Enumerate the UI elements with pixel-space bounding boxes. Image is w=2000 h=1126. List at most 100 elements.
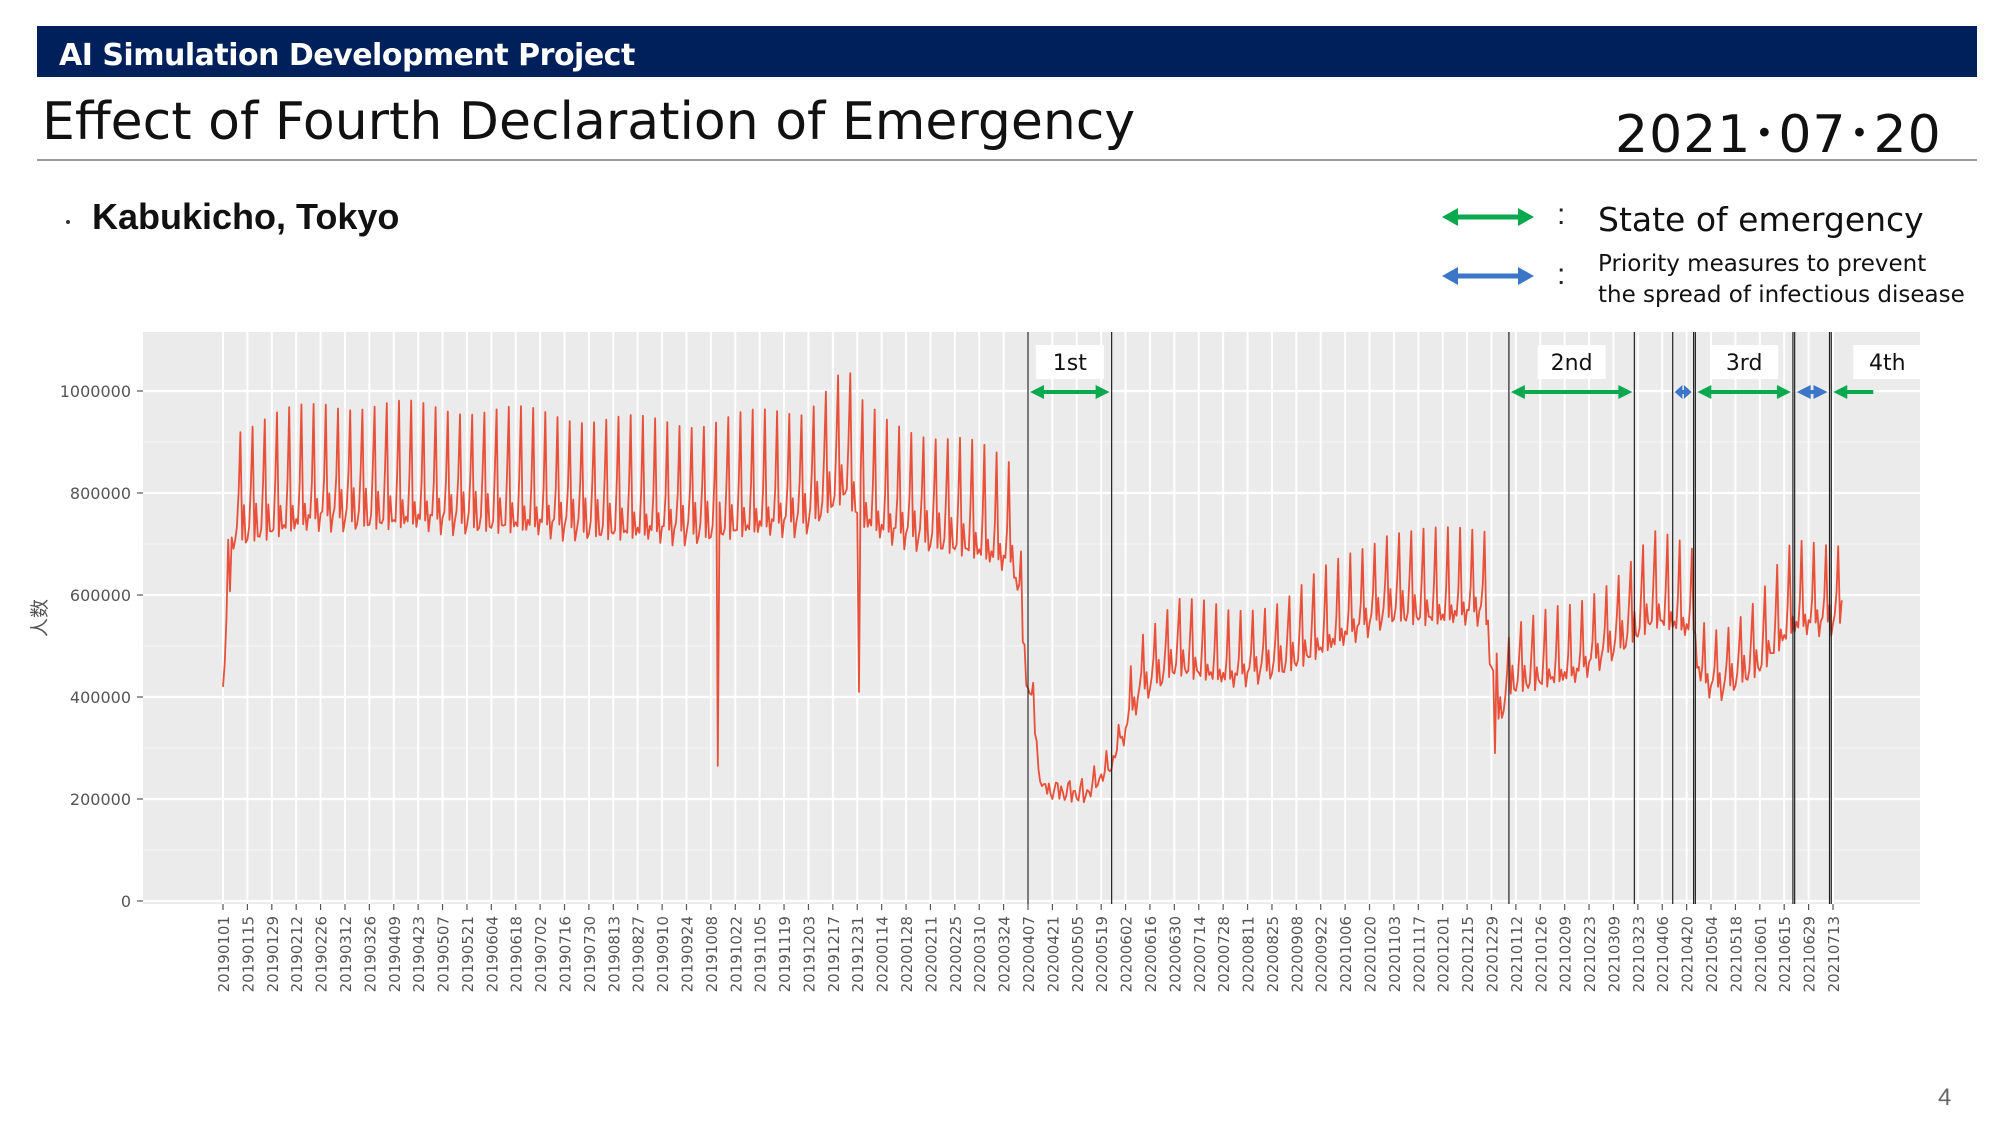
period-label-box	[1537, 345, 1606, 379]
x-tick-label: 20200211	[922, 916, 940, 992]
legend-soe-label: State of emergency	[1598, 200, 1924, 239]
x-tick-label: 20191203	[800, 916, 818, 992]
x-tick-label: 20191022	[727, 916, 745, 992]
emergency-period-arrow	[1030, 385, 1110, 399]
legend-priority-line2: the spread of infectious disease	[1598, 282, 1965, 308]
x-tick-label: 20210615	[1776, 916, 1794, 992]
x-tick-label: 20190212	[288, 916, 306, 992]
y-tick-label: 800000	[70, 484, 131, 503]
period-label: 3rd	[1726, 351, 1763, 376]
x-tick-label: 20200324	[996, 916, 1014, 992]
y-tick-label: 400000	[70, 688, 131, 707]
emergency-period-arrow	[1697, 385, 1791, 399]
x-tick-label: 20200630	[1166, 916, 1184, 992]
bullet-icon	[66, 220, 70, 224]
x-tick-label: 20210223	[1581, 916, 1599, 992]
x-tick-label: 20191217	[825, 916, 843, 992]
x-tick-label: 20190423	[410, 916, 428, 992]
x-tick-label: 20190409	[386, 916, 404, 992]
plot-panel	[143, 332, 1920, 904]
priority-period-arrow	[1796, 385, 1828, 399]
x-tick-label: 20200225	[947, 916, 965, 992]
x-tick-label: 20200908	[1288, 916, 1306, 992]
x-tick-label: 20190618	[508, 916, 526, 992]
x-tick-label: 20201117	[1410, 916, 1428, 992]
x-tick-label: 20191119	[776, 916, 794, 992]
period-label-box	[1035, 345, 1104, 379]
x-tick-label: 20210629	[1801, 916, 1819, 992]
legend-soe-arrow-icon	[1442, 208, 1534, 226]
legend-priority-line1: Priority measures to prevent	[1598, 251, 1927, 277]
x-tick-label: 20190507	[435, 916, 453, 992]
y-axis-label: 人数	[29, 599, 51, 637]
x-tick-label: 20190910	[654, 916, 672, 992]
x-tick-label: 20210406	[1654, 916, 1672, 992]
x-tick-label: 20210309	[1605, 916, 1623, 992]
y-tick-label: 1000000	[60, 382, 131, 401]
emergency-period-arrow	[1510, 385, 1633, 399]
x-tick-label: 20201201	[1435, 916, 1453, 992]
period-arrow-4th	[1833, 385, 1874, 399]
x-tick-label: 20190924	[678, 916, 696, 992]
x-tick-label: 20191008	[703, 916, 721, 992]
priority-period-arrow	[1674, 385, 1692, 399]
x-axis: 20190101 20190115 20190129 20190212 20190226…	[215, 904, 1843, 992]
location-subtitle: Kabukicho, Tokyo	[92, 196, 400, 237]
x-tick-label: 20210112	[1508, 916, 1526, 992]
page-title: Effect of Fourth Declaration of Emergenc…	[42, 92, 1136, 152]
x-tick-label: 20210209	[1557, 916, 1575, 992]
y-tick-label: 600000	[70, 586, 131, 605]
x-tick-label: 20210504	[1703, 916, 1721, 992]
page-date: 2021･07･20	[1615, 105, 1942, 165]
x-tick-label: 20190730	[581, 916, 599, 992]
x-tick-label: 20190716	[557, 916, 575, 992]
x-tick-label: 20210323	[1630, 916, 1648, 992]
x-tick-label: 20201006	[1337, 916, 1355, 992]
x-tick-label: 20200922	[1313, 916, 1331, 992]
x-tick-label: 20210601	[1752, 916, 1770, 992]
x-tick-label: 20200519	[1093, 916, 1111, 992]
x-tick-label: 20200128	[898, 916, 916, 992]
x-tick-label: 20190115	[239, 916, 257, 992]
legend-colon: :	[1557, 258, 1566, 291]
legend-arrows	[1442, 208, 1534, 285]
x-tick-label: 20210420	[1679, 916, 1697, 992]
x-tick-label: 20200728	[1215, 916, 1233, 992]
x-tick-label: 20200714	[1191, 916, 1209, 992]
period-label: 4th	[1869, 351, 1906, 376]
x-tick-label: 20200825	[1264, 916, 1282, 992]
x-tick-label: 20200310	[971, 916, 989, 992]
x-tick-label: 20200407	[1020, 916, 1038, 992]
x-tick-label: 20190312	[337, 916, 355, 992]
series-line	[222, 372, 1843, 804]
title-divider	[37, 159, 1977, 161]
period-label-box	[1853, 345, 1922, 379]
x-tick-label: 20201103	[1386, 916, 1404, 992]
y-tick-label: 0	[121, 892, 131, 911]
x-tick-label: 20190604	[483, 916, 501, 992]
legend-colon: :	[1557, 198, 1566, 231]
x-tick-label: 20200505	[1069, 916, 1087, 992]
x-tick-label: 20190226	[313, 916, 331, 992]
x-tick-label: 20201020	[1362, 916, 1380, 992]
x-tick-label: 20200421	[1044, 916, 1062, 992]
x-tick-label: 20190827	[630, 916, 648, 992]
x-tick-label: 20191105	[752, 916, 770, 992]
legend-priority-label: Priority measures to prevent the spread …	[1598, 249, 1965, 311]
x-tick-label: 20190101	[215, 916, 233, 992]
y-axis: 0 200000 400000 600000 800000 1000000	[60, 382, 143, 911]
header-bar: AI Simulation Development Project	[37, 26, 1977, 77]
grid-lines	[143, 332, 1920, 904]
emergency-periods: 1st 2nd 3rd 4th	[1027, 332, 1922, 904]
legend-priority-arrow-icon	[1442, 267, 1534, 285]
x-tick-label: 20190129	[264, 916, 282, 992]
x-tick-label: 20210518	[1727, 916, 1745, 992]
x-tick-label: 20200811	[1240, 916, 1258, 992]
x-tick-label: 20200114	[874, 916, 892, 992]
period-label-box	[1710, 345, 1779, 379]
x-tick-label: 20201229	[1483, 916, 1501, 992]
x-tick-label: 20190521	[459, 916, 477, 992]
project-name: AI Simulation Development Project	[59, 38, 635, 73]
x-tick-label: 20210713	[1825, 916, 1843, 992]
x-tick-label: 20190326	[361, 916, 379, 992]
